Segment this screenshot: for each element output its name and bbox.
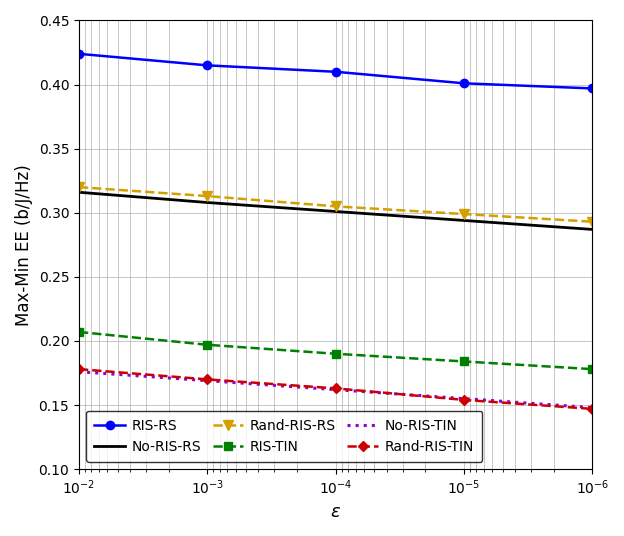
No-RIS-RS [461, 217, 468, 224]
RIS-TIN [588, 366, 596, 373]
Rand-RIS-TIN [461, 397, 468, 403]
Line: Rand-RIS-TIN: Rand-RIS-TIN [76, 366, 596, 412]
Line: No-RIS-TIN: No-RIS-TIN [79, 371, 592, 407]
No-RIS-RS [76, 189, 83, 196]
RIS-TIN [203, 341, 211, 348]
RIS-RS [76, 50, 83, 57]
Rand-RIS-TIN [76, 366, 83, 373]
Line: No-RIS-RS: No-RIS-RS [79, 192, 592, 229]
Rand-RIS-RS [588, 219, 596, 225]
RIS-RS [461, 80, 468, 86]
No-RIS-TIN [332, 386, 339, 393]
Rand-RIS-TIN [588, 406, 596, 412]
RIS-RS [203, 62, 211, 69]
No-RIS-TIN [461, 396, 468, 402]
Line: RIS-TIN: RIS-TIN [75, 328, 597, 373]
Rand-RIS-RS [76, 184, 83, 190]
Line: Rand-RIS-RS: Rand-RIS-RS [74, 182, 597, 227]
Y-axis label: Max-Min EE (b/J/Hz): Max-Min EE (b/J/Hz) [15, 164, 33, 326]
No-RIS-TIN [203, 377, 211, 384]
Rand-RIS-RS [461, 211, 468, 217]
RIS-TIN [461, 358, 468, 364]
No-RIS-TIN [76, 368, 83, 375]
No-RIS-RS [332, 209, 339, 215]
RIS-TIN [76, 329, 83, 335]
Rand-RIS-RS [332, 203, 339, 210]
Legend: RIS-RS, No-RIS-RS, Rand-RIS-RS, RIS-TIN, No-RIS-TIN, Rand-RIS-TIN: RIS-RS, No-RIS-RS, Rand-RIS-RS, RIS-TIN,… [86, 411, 482, 462]
RIS-RS [588, 85, 596, 92]
Rand-RIS-TIN [203, 376, 211, 383]
No-RIS-RS [588, 226, 596, 233]
Line: RIS-RS: RIS-RS [75, 50, 597, 93]
RIS-RS [332, 69, 339, 75]
No-RIS-TIN [588, 404, 596, 411]
No-RIS-RS [203, 199, 211, 206]
Rand-RIS-RS [203, 193, 211, 199]
RIS-TIN [332, 351, 339, 357]
X-axis label: $\epsilon$: $\epsilon$ [330, 503, 341, 521]
Rand-RIS-TIN [332, 385, 339, 392]
